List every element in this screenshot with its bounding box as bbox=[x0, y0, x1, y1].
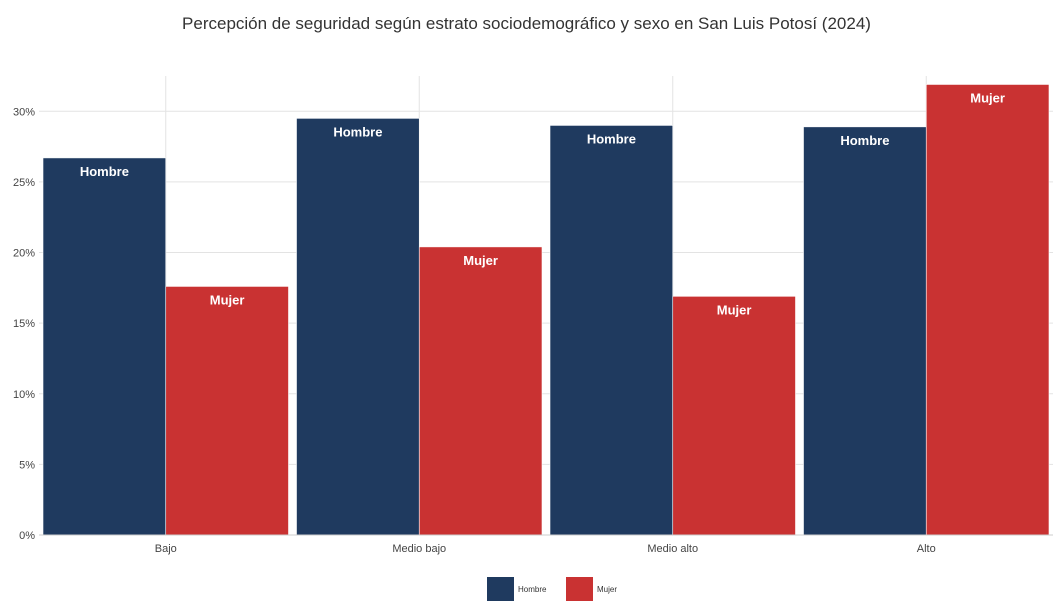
legend-label: Hombre bbox=[518, 585, 547, 594]
x-tick-label: Alto bbox=[917, 543, 936, 555]
y-tick-label: 10% bbox=[13, 389, 35, 401]
legend-label: Mujer bbox=[597, 585, 617, 594]
bar-data-label: Hombre bbox=[840, 133, 889, 148]
y-tick-label: 20% bbox=[13, 248, 35, 260]
bar-mujer bbox=[418, 246, 543, 536]
bar-data-label: Mujer bbox=[970, 90, 1005, 105]
bar-data-label: Mujer bbox=[210, 292, 245, 307]
bar-data-label: Hombre bbox=[333, 124, 382, 139]
bar-data-label: Mujer bbox=[463, 253, 498, 268]
bar-data-label: Mujer bbox=[717, 302, 752, 317]
y-tick-label: 15% bbox=[13, 318, 35, 330]
axes: 0% 5% 10% 15% 20% 25% 30% Bajo Medio bajo Medio a… bbox=[13, 106, 1053, 555]
y-tick-label: 0% bbox=[19, 530, 35, 542]
bar-labels: Hombre Mujer Hombre Mujer Hombre Mujer Hombre M… bbox=[80, 90, 1005, 317]
y-tick-label: 25% bbox=[13, 177, 35, 189]
y-tick-label: 5% bbox=[19, 459, 35, 471]
x-tick-label: Bajo bbox=[155, 543, 177, 555]
chart-title: Percepción de seguridad según estrato so… bbox=[182, 14, 871, 33]
legend-swatch-mujer bbox=[566, 577, 593, 601]
bar-hombre bbox=[296, 118, 420, 536]
bar-data-label: Hombre bbox=[80, 164, 129, 179]
legend: Hombre Mujer bbox=[487, 577, 617, 601]
bar-mujer bbox=[165, 286, 289, 536]
bar-hombre bbox=[42, 157, 167, 536]
x-tick-label: Medio bajo bbox=[392, 543, 446, 555]
bar-mujer bbox=[672, 296, 796, 536]
bar-data-label: Hombre bbox=[587, 131, 636, 146]
y-tick-label: 30% bbox=[13, 106, 35, 118]
bar-mujer bbox=[925, 84, 1050, 536]
legend-swatch-hombre bbox=[487, 577, 514, 601]
x-tick-label: Medio alto bbox=[647, 543, 698, 555]
bars bbox=[42, 84, 1050, 536]
bar-hombre bbox=[803, 126, 927, 536]
bar-hombre bbox=[549, 125, 674, 536]
